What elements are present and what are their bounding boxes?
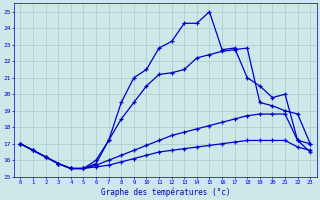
X-axis label: Graphe des températures (°c): Graphe des températures (°c) xyxy=(100,187,230,197)
